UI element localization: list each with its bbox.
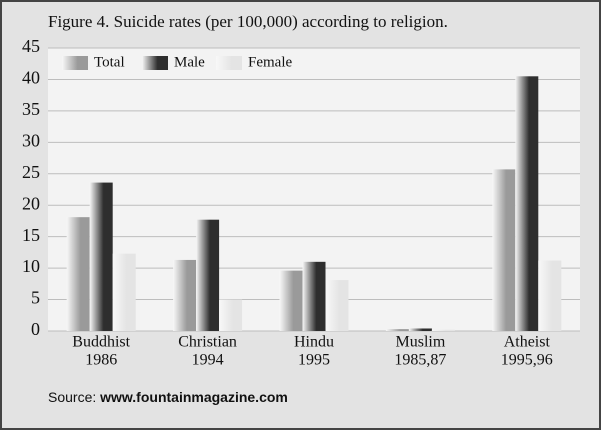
legend-swatch xyxy=(62,56,88,70)
y-tick-label: 10 xyxy=(22,256,40,276)
legend-label: Total xyxy=(94,54,125,70)
y-tick-label: 5 xyxy=(31,288,40,308)
y-tick-label: 30 xyxy=(22,130,40,150)
x-tick-label: 1986 xyxy=(85,352,117,369)
legend-swatch xyxy=(216,56,242,70)
bar xyxy=(196,219,220,331)
x-tick-label: 1985,87 xyxy=(394,352,446,369)
y-tick-label: 35 xyxy=(22,99,40,119)
x-tick-label: Muslim xyxy=(396,334,446,351)
x-tick-label: Hindu xyxy=(294,334,334,351)
y-tick-label: 15 xyxy=(22,225,40,245)
bar xyxy=(408,328,432,331)
source-label: Source: xyxy=(48,389,96,405)
bar xyxy=(385,329,409,331)
legend-label: Female xyxy=(248,54,292,70)
y-tick-label: 0 xyxy=(31,319,40,339)
x-tick-label: 1995 xyxy=(298,352,330,369)
bar xyxy=(538,260,562,331)
bar xyxy=(219,299,243,331)
legend-label: Male xyxy=(174,54,205,70)
y-tick-label: 20 xyxy=(22,193,40,213)
source: Source: www.fountainmagazine.com xyxy=(48,389,288,405)
x-tick-label: 1994 xyxy=(192,352,224,369)
bar xyxy=(302,261,326,331)
chart-title: Figure 4. Suicide rates (per 100,000) ac… xyxy=(48,12,448,31)
y-tick-label: 25 xyxy=(22,162,40,182)
source-url: www.fountainmagazine.com xyxy=(99,389,288,405)
bar xyxy=(515,76,539,331)
bar xyxy=(279,270,303,331)
legend-swatch xyxy=(142,56,168,70)
x-tick-label: Atheist xyxy=(504,334,551,351)
x-tick-label: Christian xyxy=(178,334,237,351)
bar xyxy=(325,280,349,331)
bar xyxy=(492,169,516,331)
bar xyxy=(173,259,197,331)
y-tick-label: 45 xyxy=(22,36,40,56)
bar xyxy=(431,329,455,331)
x-tick-label: Buddhist xyxy=(72,334,130,351)
bar xyxy=(66,217,90,331)
bar xyxy=(89,182,113,331)
bar xyxy=(112,253,136,331)
y-tick-label: 40 xyxy=(22,68,40,88)
x-tick-label: 1995,96 xyxy=(501,352,553,369)
